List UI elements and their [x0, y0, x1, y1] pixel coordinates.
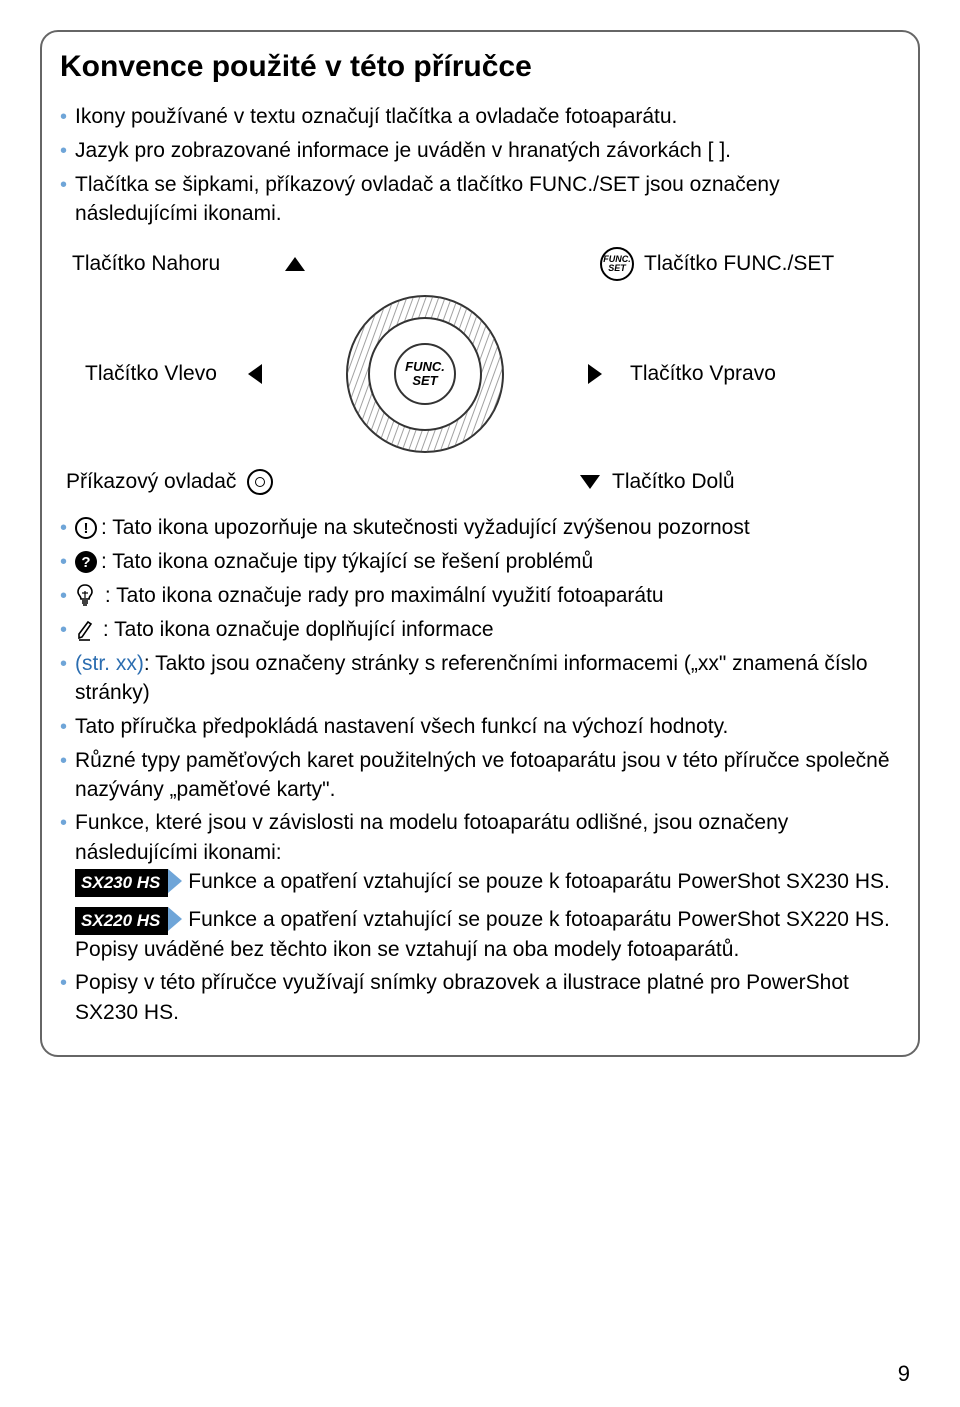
- bullet-icon: •: [60, 968, 67, 998]
- section-title: Konvence použité v této příručce: [60, 50, 900, 84]
- svg-text:SET: SET: [412, 373, 438, 388]
- intro-text-1: Ikony používané v textu označují tlačítk…: [75, 102, 900, 131]
- bullet-icon: •: [60, 170, 67, 200]
- question-icon: ?: [75, 551, 97, 573]
- lightbulb-icon: [75, 583, 95, 609]
- bullet-icon: •: [60, 136, 67, 166]
- badge-sx220: SX220 HS: [75, 907, 168, 935]
- badge-sx230: SX230 HS: [75, 869, 168, 897]
- bullet-icon: •: [60, 581, 67, 611]
- bullet-icon: •: [60, 547, 67, 577]
- bullet-icon: •: [60, 712, 67, 742]
- arrow-up-icon: [285, 257, 305, 271]
- func-set-icon: FUNC. SET: [600, 247, 634, 281]
- page-number: 9: [898, 1361, 910, 1387]
- label-left: Tlačítko Vlevo: [60, 362, 230, 386]
- label-command-dial: Příkazový ovladač: [60, 470, 240, 494]
- warning-icon: !: [75, 517, 97, 539]
- bullet-icon: •: [60, 746, 67, 776]
- control-dial-icon: FUNC. SET: [320, 289, 530, 459]
- label-func-set: Tlačítko FUNC./SET: [644, 252, 834, 276]
- intro-bullet-1: • Ikony používané v textu označují tlačí…: [60, 102, 900, 132]
- dial-row-top: Tlačítko Nahoru FUNC. SET Tlačítko FUNC.…: [60, 247, 900, 281]
- intro-bullet-2: • Jazyk pro zobrazované informace je uvá…: [60, 136, 900, 166]
- intro-text-3: Tlačítka se šipkami, příkazový ovladač a…: [75, 170, 900, 229]
- dial-row-middle: Tlačítko Vlevo FUNC. SET: [60, 289, 900, 459]
- bullet-icon: •: [60, 615, 67, 645]
- legend-funcs: • Funkce, které jsou v závislosti na mod…: [60, 808, 900, 964]
- legend-warn: • !: Tato ikona upozorňuje na skutečnost…: [60, 513, 900, 543]
- dial-diagram: Tlačítko Nahoru FUNC. SET Tlačítko FUNC.…: [60, 247, 900, 495]
- arrow-right-icon: [588, 364, 602, 384]
- svg-text:FUNC.: FUNC.: [405, 359, 445, 374]
- legend-bulb: • : Tato ikona označuje rady pro maximál…: [60, 581, 900, 611]
- conventions-section: Konvence použité v této příručce • Ikony…: [40, 30, 920, 1057]
- bullet-icon: •: [60, 513, 67, 543]
- legend-screens: • Popisy v této příručce využívají snímk…: [60, 968, 900, 1027]
- legend-pencil: • : Tato ikona označuje doplňující infor…: [60, 615, 900, 645]
- label-down: Tlačítko Dolů: [612, 470, 735, 494]
- label-right: Tlačítko Vpravo: [620, 362, 900, 386]
- bullet-icon: •: [60, 102, 67, 132]
- dial-row-bottom: Příkazový ovladač Tlačítko Dolů: [60, 469, 900, 495]
- arrow-left-icon: [248, 364, 262, 384]
- legend-pageref: • (str. xx): Takto jsou označeny stránky…: [60, 649, 900, 708]
- bullet-icon: •: [60, 649, 67, 679]
- label-up: Tlačítko Nahoru: [60, 252, 280, 276]
- bullet-icon: •: [60, 808, 67, 838]
- legend-cards: • Různé typy paměťových karet použitelný…: [60, 746, 900, 805]
- legend-tip: • ?: Tato ikona označuje tipy týkající s…: [60, 547, 900, 577]
- command-dial-icon: [247, 469, 273, 495]
- intro-bullet-3: • Tlačítka se šipkami, příkazový ovladač…: [60, 170, 900, 229]
- arrow-down-icon: [580, 475, 600, 489]
- intro-text-2: Jazyk pro zobrazované informace je uvádě…: [75, 136, 900, 165]
- page-reference: (str. xx): [75, 652, 144, 675]
- pencil-icon: [75, 618, 93, 642]
- legend-defaults: • Tato příručka předpokládá nastavení vš…: [60, 712, 900, 742]
